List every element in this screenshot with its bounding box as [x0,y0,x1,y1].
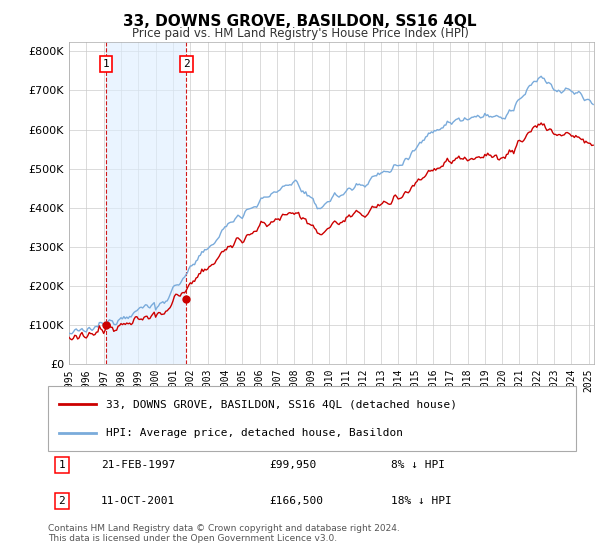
Text: 8% ↓ HPI: 8% ↓ HPI [391,460,445,470]
Bar [106,42,187,364]
Text: 21-FEB-1997: 21-FEB-1997 [101,460,175,470]
Text: 1: 1 [103,59,109,69]
Text: Contains HM Land Registry data © Crown copyright and database right 2024.
This d: Contains HM Land Registry data © Crown c… [48,524,400,543]
Text: Price paid vs. HM Land Registry's House Price Index (HPI): Price paid vs. HM Land Registry's House … [131,27,469,40]
Text: 2: 2 [59,496,65,506]
FancyBboxPatch shape [48,386,576,451]
Text: 11-OCT-2001: 11-OCT-2001 [101,496,175,506]
Text: 33, DOWNS GROVE, BASILDON, SS16 4QL (detached house): 33, DOWNS GROVE, BASILDON, SS16 4QL (det… [106,399,457,409]
Text: 18% ↓ HPI: 18% ↓ HPI [391,496,452,506]
Text: HPI: Average price, detached house, Basildon: HPI: Average price, detached house, Basi… [106,428,403,438]
Text: 33, DOWNS GROVE, BASILDON, SS16 4QL: 33, DOWNS GROVE, BASILDON, SS16 4QL [123,14,477,29]
Text: 1: 1 [59,460,65,470]
Text: 2: 2 [183,59,190,69]
Text: £166,500: £166,500 [270,496,324,506]
Text: £99,950: £99,950 [270,460,317,470]
